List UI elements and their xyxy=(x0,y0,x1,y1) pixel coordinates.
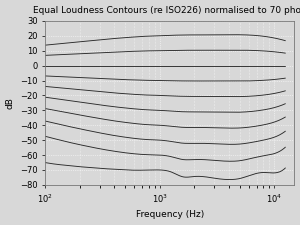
Title: Equal Loudness Contours (re ISO226) normalised to 70 phon: Equal Loudness Contours (re ISO226) norm… xyxy=(33,6,300,15)
X-axis label: Frequency (Hz): Frequency (Hz) xyxy=(136,210,204,219)
Y-axis label: dB: dB xyxy=(6,97,15,109)
